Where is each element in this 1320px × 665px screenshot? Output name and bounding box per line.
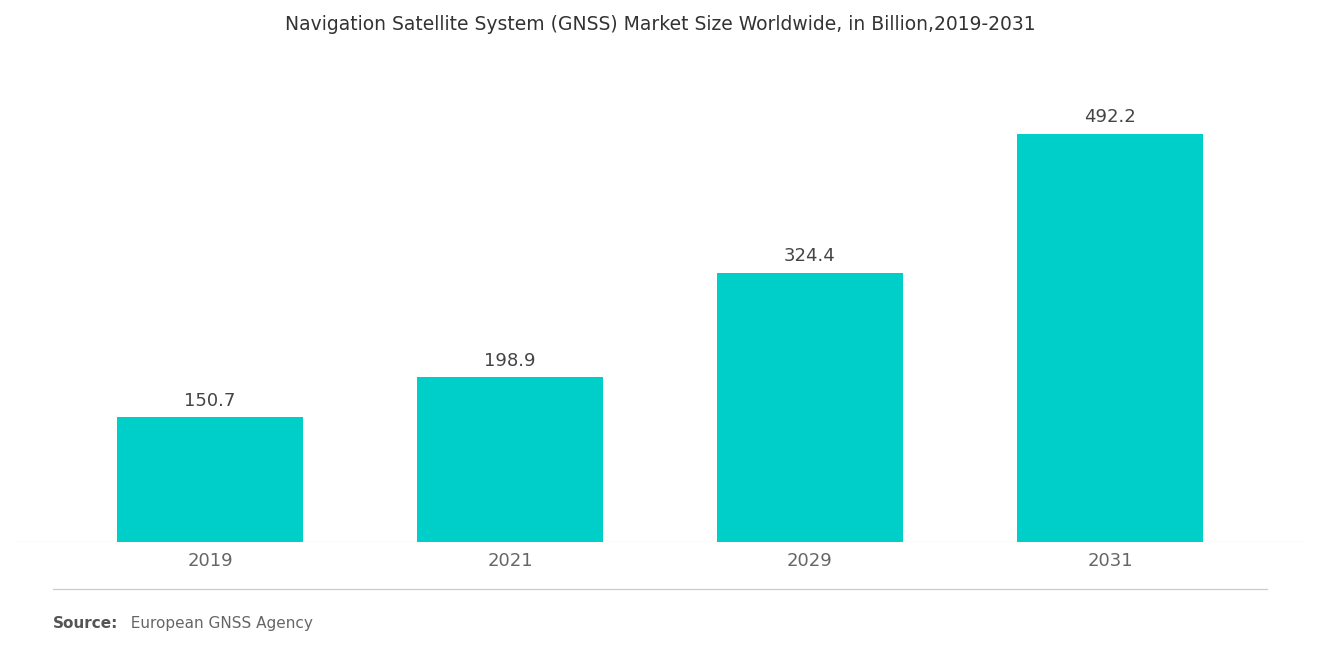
Text: Source:: Source: — [53, 616, 119, 632]
Text: European GNSS Agency: European GNSS Agency — [121, 616, 313, 632]
Text: 492.2: 492.2 — [1084, 108, 1137, 126]
Bar — [417, 377, 603, 543]
Text: 198.9: 198.9 — [484, 352, 536, 370]
Text: 324.4: 324.4 — [784, 247, 836, 265]
Title: Navigation Satellite System (GNSS) Market Size Worldwide, in Billion,2019-2031: Navigation Satellite System (GNSS) Marke… — [285, 15, 1035, 34]
Bar — [1016, 134, 1203, 543]
Text: 150.7: 150.7 — [185, 392, 236, 410]
Bar — [717, 273, 903, 543]
Bar — [117, 417, 304, 543]
